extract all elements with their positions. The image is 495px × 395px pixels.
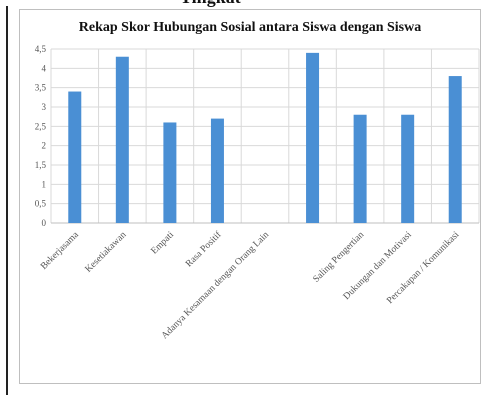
bar xyxy=(353,114,367,223)
bar xyxy=(210,118,224,223)
x-category-label: Rasa Positif xyxy=(184,229,225,270)
page-left-rule xyxy=(6,6,8,395)
y-tick-label: 3,5 xyxy=(35,83,47,93)
y-tick-label: 0 xyxy=(42,218,47,228)
y-tick-label: 0,5 xyxy=(35,199,47,209)
bar xyxy=(163,122,177,223)
bar xyxy=(448,76,462,223)
x-category-label: Adanya Kesamaan dengan Orang Lain xyxy=(160,230,271,341)
clipped-heading-fragment: Tingkat xyxy=(180,0,320,8)
x-category-label: Saling Pengertian xyxy=(312,230,367,285)
y-tick-label: 3 xyxy=(42,102,47,112)
y-tick-label: 4,5 xyxy=(35,44,47,54)
x-category-label: Kesetiakawan xyxy=(84,230,129,275)
bar xyxy=(306,52,320,223)
chart-title: Rekap Skor Hubungan Sosial antara Siswa … xyxy=(78,20,422,35)
y-tick-label: 4 xyxy=(42,63,47,73)
y-tick-label: 1 xyxy=(42,179,47,189)
bar xyxy=(68,91,82,224)
y-tick-label: 1,5 xyxy=(35,160,47,170)
x-category-label: Bekerjasama xyxy=(39,229,81,271)
clipped-heading-text: Tingkat xyxy=(180,0,241,8)
bar xyxy=(115,56,129,223)
bar xyxy=(401,114,415,223)
y-tick-label: 2,5 xyxy=(35,121,47,131)
y-tick-label: 2 xyxy=(42,141,47,151)
x-category-label: Empati xyxy=(150,230,177,257)
